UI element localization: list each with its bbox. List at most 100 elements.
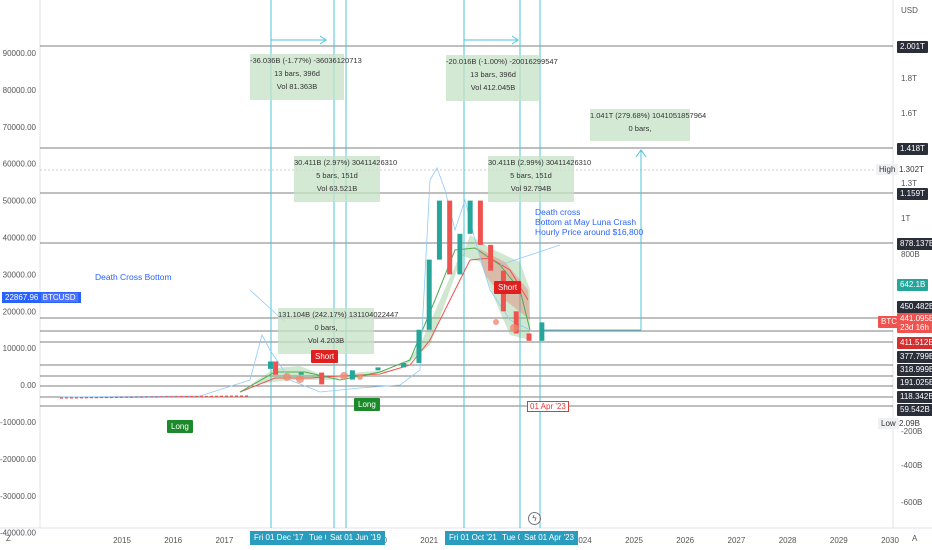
left-axis-tick: 90000.00 <box>3 49 37 58</box>
measure-box-3-line2: 0 bars, <box>628 124 652 133</box>
long-badge-2[interactable]: Long <box>354 398 380 411</box>
measure-box-2-line2: 13 bars, 396d <box>470 70 516 79</box>
candle <box>375 367 381 371</box>
death-cross-line3: Hourly Price around $16,800 <box>535 227 644 237</box>
candle <box>488 244 494 271</box>
x-axis-year: 2028 <box>779 536 797 545</box>
measure-box-4-line2: 5 bars, 151d <box>316 171 358 180</box>
candle <box>457 233 463 275</box>
trendline-2 <box>499 244 561 266</box>
level-tag-1159: 1.159T <box>897 188 928 200</box>
level-tag-2001: 2.001T <box>897 41 928 53</box>
low-value: 2.09B <box>899 419 920 428</box>
candle <box>426 259 432 330</box>
left-axis-tick: 40000.00 <box>3 234 37 243</box>
short-badge-1[interactable]: Short <box>311 350 339 363</box>
level-tag-377: 377.799B <box>897 351 932 363</box>
right-axis-tick: 800B <box>901 250 920 259</box>
right-axis-tick: 1.6T <box>901 109 917 118</box>
left-axis-tick: -30000.00 <box>0 492 37 501</box>
measure-box-1[interactable]: -36.036B (-1.77%) -36036120713 13 bars, … <box>250 54 362 100</box>
measure-box-4-line1: 30.411B (2.97%) 30411426310 <box>294 158 398 167</box>
right-axis-tick: -600B <box>901 498 922 507</box>
right-axis-tick: -200B <box>901 427 922 436</box>
candle <box>436 200 442 260</box>
death-cross-note[interactable]: Death cross Bottom at May Luna Crash Hou… <box>535 207 643 237</box>
left-axis-tick: 60000.00 <box>3 160 37 169</box>
left-axis-tick: 10000.00 <box>3 344 37 353</box>
measure-box-3[interactable]: 1.041T (279.68%) 1041051857964 0 bars, <box>590 109 707 141</box>
candle <box>401 362 407 368</box>
x-axis-year: 2024 <box>574 536 592 545</box>
highlight-circles <box>283 319 518 383</box>
measure-box-2-line3: Vol 412.045B <box>470 83 516 92</box>
lightning-icon[interactable]: ϟ <box>528 512 541 525</box>
candle <box>447 200 453 275</box>
left-axis-tick: 70000.00 <box>3 123 37 132</box>
level-tag-642: 642.1B <box>897 279 929 291</box>
measure-box-1-line1: -36.036B (-1.77%) -36036120713 <box>250 56 362 65</box>
measure-box-2[interactable]: -20.016B (-1.00%) -20016299547 13 bars, … <box>446 55 558 101</box>
candle <box>513 311 519 334</box>
candle <box>477 200 483 245</box>
death-cross-bottom-label[interactable]: Death Cross Bottom <box>95 272 172 282</box>
high-label: High <box>876 164 899 175</box>
candle <box>467 200 473 234</box>
timezone-button[interactable]: Z <box>6 534 11 543</box>
x-date-tag-3: Sat 01 Jun '19 <box>326 531 385 545</box>
btc-countdown: 23d 16h <box>900 323 929 332</box>
measure-box-4-line3: Vol 63.521B <box>316 184 358 193</box>
auto-scale-button[interactable]: A <box>912 534 918 543</box>
x-axis-year: 2025 <box>625 536 643 545</box>
x-axis-year: 2015 <box>113 536 131 545</box>
x-date-tag-4: Fri 01 Oct '21 <box>445 531 501 545</box>
date-marker: 01 Apr '23 <box>527 401 569 412</box>
measure-box-5-line3: Vol 92.794B <box>510 184 552 193</box>
left-axis-tick: 30000.00 <box>3 270 37 279</box>
level-tag-318: 318.999B <box>897 364 932 376</box>
volume-line <box>59 167 531 398</box>
left-price-value: 22867.96 <box>5 293 39 302</box>
early-price-line <box>59 395 251 399</box>
right-axis: 1.8T 1.6T 1.3T 1T 800B -200B -400B -600B <box>901 74 922 507</box>
measure-box-3-line1: 1.041T (279.68%) 1041051857964 <box>590 111 707 120</box>
left-axis-tick: 80000.00 <box>3 86 37 95</box>
right-axis-tick: 1.8T <box>901 74 917 83</box>
x-date-tag-6: Sat 01 Apr '23 <box>520 531 579 545</box>
x-axis-year: 2029 <box>830 536 848 545</box>
level-tag-118: 118.342B <box>897 391 932 403</box>
candle <box>267 361 273 369</box>
candle <box>539 322 545 341</box>
right-axis-tick: -400B <box>901 461 922 470</box>
candle <box>416 329 422 363</box>
measure-box-6[interactable]: 131.104B (242.17%) 131104022447 0 bars, … <box>278 308 399 354</box>
left-axis: 90000.00 80000.00 70000.00 60000.00 50000.00… <box>0 49 37 538</box>
short-badge-2[interactable]: Short <box>494 281 522 294</box>
death-cross-line1: Death cross <box>535 207 581 217</box>
x-axis-year: 2027 <box>728 536 746 545</box>
candle <box>298 372 304 375</box>
measure-box-1-line2: 13 bars, 396d <box>274 69 320 78</box>
measure-box-5-line1: 30.411B (2.99%) 30411426310 <box>488 158 592 167</box>
left-axis-tick: -20000.00 <box>0 455 37 464</box>
measure-box-6-line1: 131.104B (242.17%) 131104022447 <box>278 310 399 319</box>
candle <box>526 333 532 341</box>
measure-box-5[interactable]: 30.411B (2.99%) 30411426310 5 bars, 151d… <box>488 156 592 202</box>
right-axis-tick: 1.3T <box>901 179 917 188</box>
x-axis-year: 2016 <box>164 536 182 545</box>
btc-price-tag: 441.095B 23d 16h <box>897 313 932 333</box>
left-axis-tick: 20000.00 <box>3 307 37 316</box>
x-axis-year: 2021 <box>420 536 438 545</box>
measure-box-1-line3: Vol 81.363B <box>276 82 318 91</box>
measure-box-6-line3: Vol 4.203B <box>307 336 345 345</box>
currency-label: USD <box>901 6 918 15</box>
long-badge-1[interactable]: Long <box>167 420 193 433</box>
measure-box-4[interactable]: 30.411B (2.97%) 30411426310 5 bars, 151d… <box>294 156 398 202</box>
left-price-symbol: BTCUSD <box>40 293 78 302</box>
level-tag-191: 191.025B <box>897 377 932 389</box>
level-tag-59: 59.542B <box>897 404 932 416</box>
left-price-tag: 22867.96 BTCUSD <box>2 292 81 303</box>
left-axis-tick: 0.00 <box>20 381 36 390</box>
death-cross-line2: Bottom at May Luna Crash <box>535 217 637 227</box>
measure-box-6-line2: 0 bars, <box>314 323 338 332</box>
